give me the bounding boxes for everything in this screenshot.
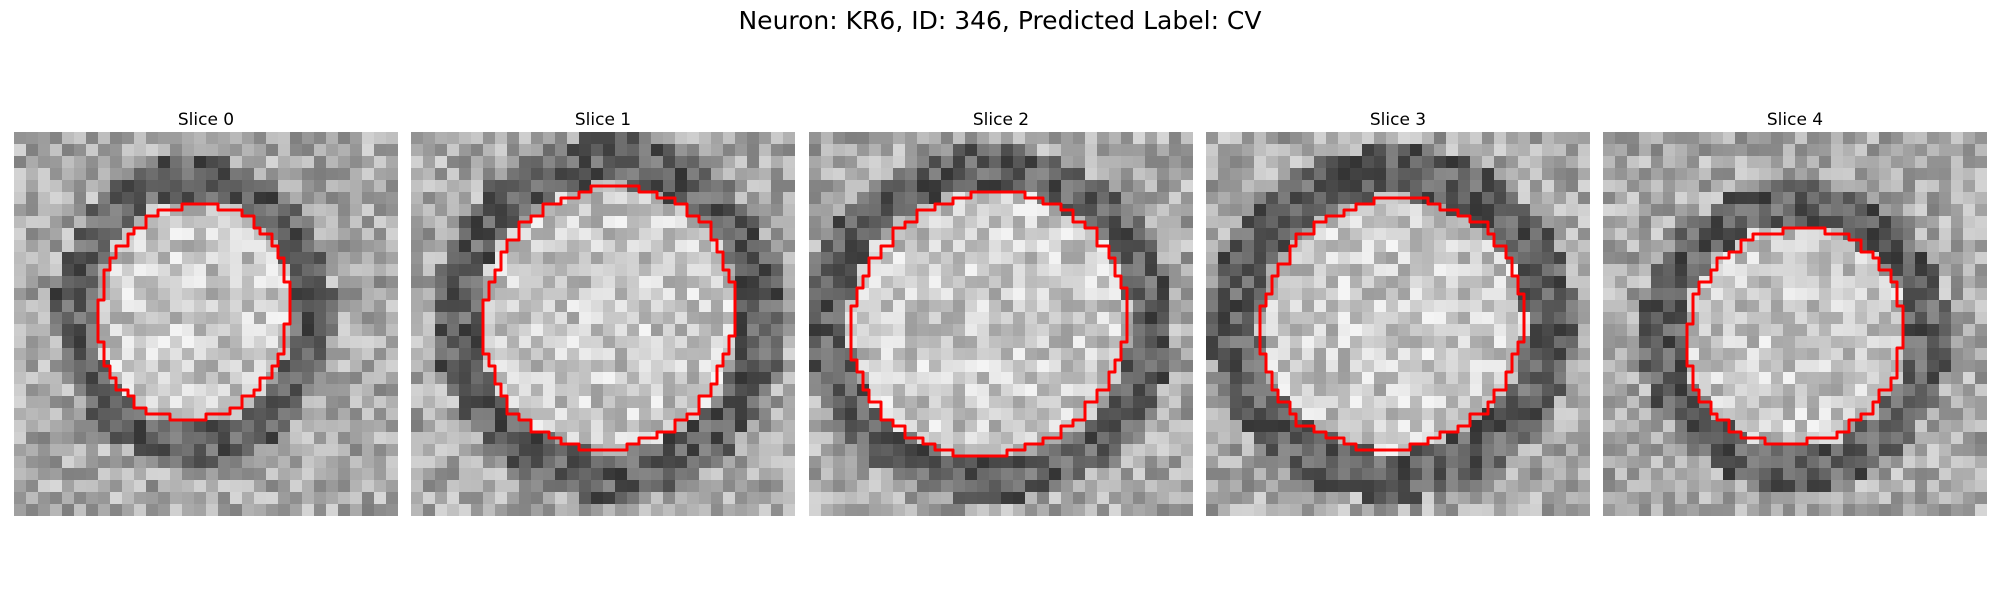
slice-panel-0: Slice 0 (14, 108, 398, 516)
pixel-grid (1206, 132, 1590, 516)
pixel-grid (1603, 132, 1987, 516)
pixel-grid (411, 132, 795, 516)
segmentation-contour (1258, 196, 1526, 452)
slice-panel-4: Slice 4 (1603, 108, 1987, 516)
slice-image (411, 132, 795, 516)
slice-title: Slice 0 (177, 110, 235, 130)
slice-image (1603, 132, 1987, 516)
segmentation-contour (96, 202, 292, 422)
slice-panel-1: Slice 1 (411, 108, 795, 516)
slice-image (1206, 132, 1590, 516)
slice-image (14, 132, 398, 516)
slice-panel-3: Slice 3 (1206, 108, 1590, 516)
segmentation-contour (1685, 226, 1905, 446)
slice-title: Slice 4 (1766, 110, 1824, 130)
pixel-grid (809, 132, 1193, 516)
slice-panel-2: Slice 2 (809, 108, 1193, 516)
slice-title: Slice 2 (972, 110, 1030, 130)
segmentation-contour (849, 190, 1129, 458)
slice-image (809, 132, 1193, 516)
slice-title: Slice 3 (1369, 110, 1427, 130)
pixel-grid (14, 132, 398, 516)
segmentation-contour (481, 184, 737, 452)
figure-title: Neuron: KR6, ID: 346, Predicted Label: C… (738, 6, 1262, 35)
slice-title: Slice 1 (574, 110, 632, 130)
